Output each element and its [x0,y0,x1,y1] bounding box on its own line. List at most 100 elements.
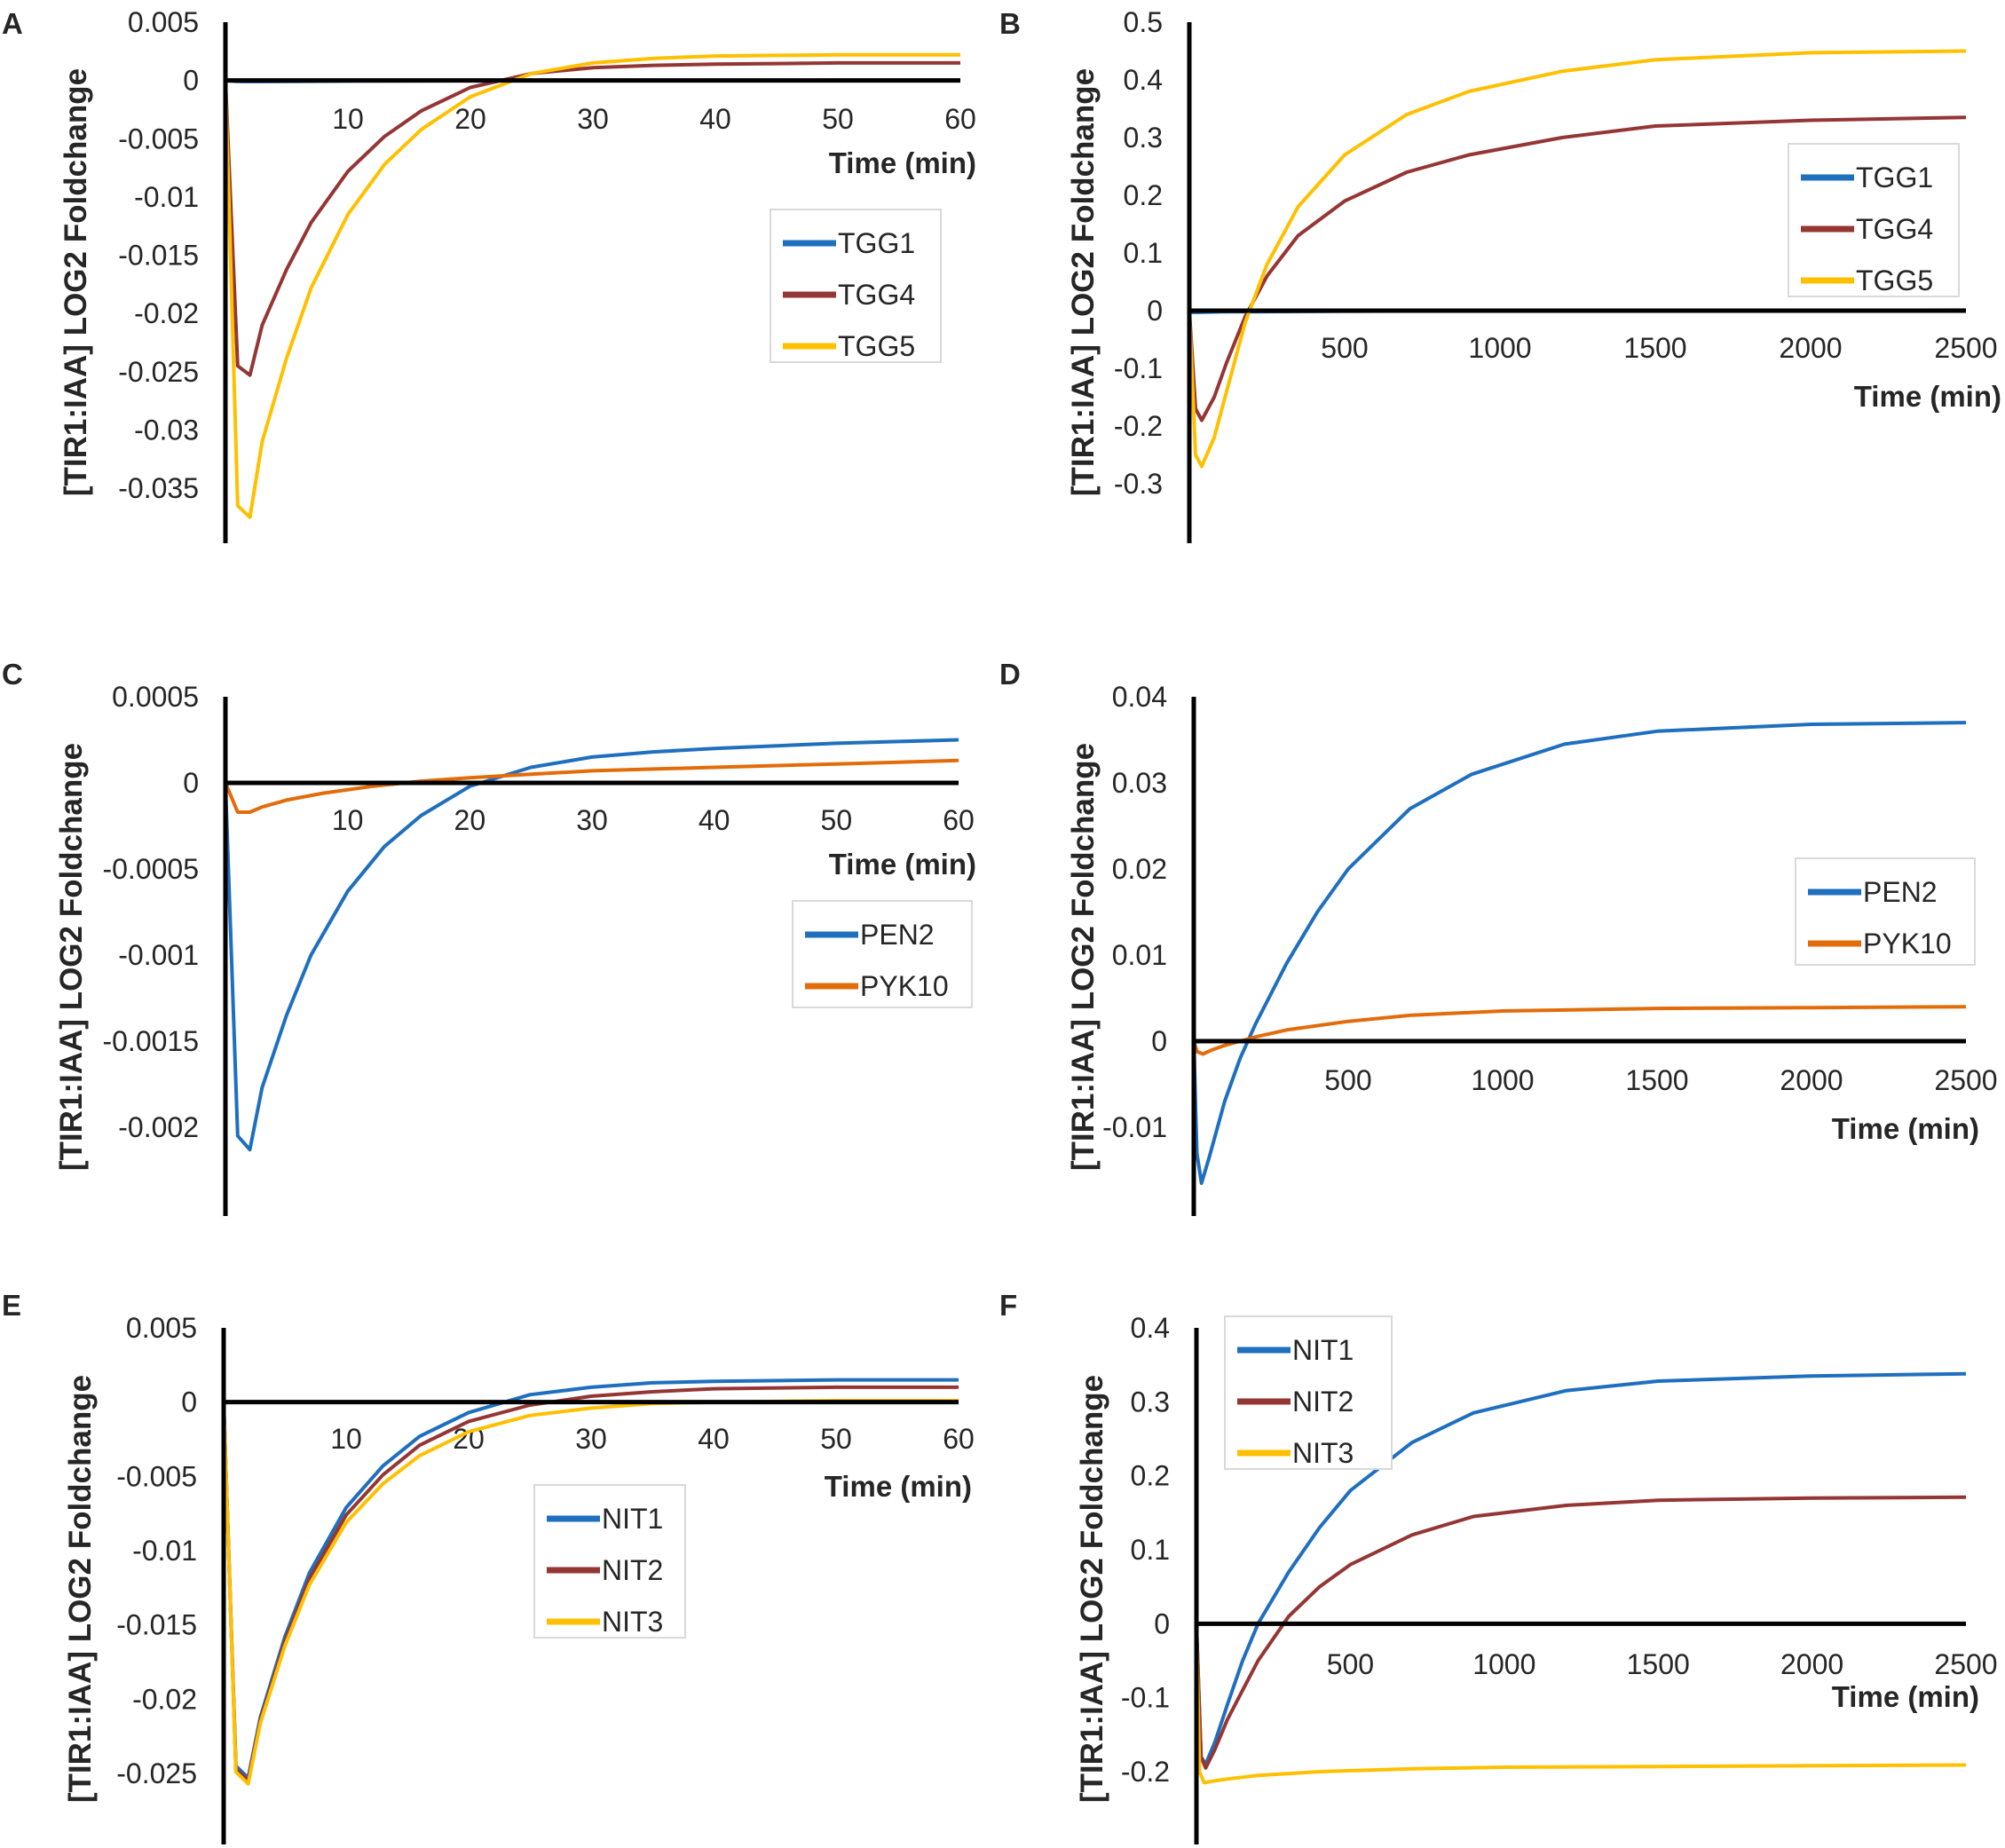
x-tick-label: 2000 [1780,1648,1843,1680]
y-axis-title: [TIR1:IAA] LOG2 Foldchange [1075,1375,1109,1803]
y-tick-label: -0.001 [118,939,199,971]
y-tick-label: -0.3 [1114,468,1163,500]
y-tick-label: -0.0015 [102,1025,199,1057]
y-tick-label: -0.015 [116,1609,197,1641]
x-tick-label: 10 [332,804,364,836]
x-tick-label: 1000 [1472,1648,1535,1680]
y-tick-label: 0.04 [1112,681,1167,713]
y-tick-label: -0.025 [116,1757,197,1789]
series-line-nit1 [1195,1371,1967,1766]
y-tick-label: 0.005 [126,1312,197,1344]
legend-box [1224,1315,1393,1470]
y-tick-label: 0 [1151,1025,1167,1057]
x-axis-title: Time (min) [829,146,976,179]
x-tick-label: 50 [822,103,854,135]
y-axis-title: [TIR1:IAA] LOG2 Foldchange [63,1375,98,1803]
x-tick-label: 20 [454,804,486,836]
legend-label-tgg4: TGG4 [1856,213,1933,245]
y-tick-label: -0.005 [116,1460,197,1492]
series-line-tgg4 [1188,115,1967,423]
y-tick-label: 0 [183,65,199,97]
x-axis-title: Time (min) [825,1470,972,1503]
x-tick-label: 40 [699,804,730,836]
series-line-pyk10 [1192,1005,1967,1056]
legend-label-nit1: NIT1 [1292,1334,1354,1366]
y-tick-label: -0.1 [1121,1682,1170,1714]
x-tick-label: 1500 [1623,332,1686,364]
y-tick-label: -0.02 [134,297,199,329]
legend-box [533,1484,686,1639]
y-tick-label: 0.005 [128,6,199,38]
y-tick-label: 0.1 [1124,237,1163,269]
chart-panel-d: D 0.04 0.03 0.02 0.01 0 -0.01 500 1000 1500 2000 25… [999,658,1998,1216]
legend: PEN2 PYK10 [1795,857,1976,966]
y-tick-label: -0.2 [1121,1756,1170,1788]
series-line-tgg4 [224,60,960,377]
x-tick-label: 500 [1327,1648,1374,1680]
legend-label-pyk10: PYK10 [860,970,949,1002]
panel-label-b: B [999,7,1021,40]
y-tick-label: -0.025 [118,356,199,388]
series-line-pen2 [224,738,959,1152]
legend-label-pen2: PEN2 [1863,876,1938,908]
series-line-tgg5 [1188,49,1967,469]
x-tick-label: 30 [577,103,609,135]
legend-box [770,209,942,363]
legend-label-tgg1: TGG1 [838,227,915,259]
x-tick-label: 1000 [1468,332,1531,364]
y-tick-label: -0.01 [1102,1111,1167,1143]
panel-label-c: C [2,658,23,691]
x-tick-label: 10 [332,103,364,135]
y-tick-label: 0.4 [1124,64,1163,96]
y-axis-title: [TIR1:IAA] LOG2 Foldchange [54,743,89,1171]
panel-label-e: E [2,1289,21,1322]
legend-label-pen2: PEN2 [860,919,935,951]
legend-label-tgg1: TGG1 [1856,162,1933,193]
series-line-nit3 [1195,1623,1967,1785]
legend-label-pyk10: PYK10 [1863,928,1952,960]
y-tick-label: 0.2 [1131,1460,1170,1492]
chart-panel-c: C 0.0005 0 -0.0005 -0.001 -0.0015 -0.002 10 20 30… [2,658,976,1216]
x-tick-label: 40 [699,103,731,135]
y-tick-label: 0.01 [1112,939,1167,971]
x-axis-title: Time (min) [1832,1680,1979,1713]
x-axis-title: Time (min) [1832,1112,1979,1145]
y-tick-label: 0.3 [1124,122,1163,154]
y-tick-label: 0.1 [1131,1534,1170,1566]
y-tick-label: -0.0005 [102,853,199,885]
x-tick-label: 2500 [1934,1648,1997,1680]
x-tick-label: 50 [821,804,853,836]
x-tick-label: 1500 [1625,1064,1688,1096]
y-tick-label: -0.02 [132,1683,197,1715]
y-tick-label: 0 [183,767,199,799]
legend-label-nit1: NIT1 [602,1503,663,1535]
y-tick-label: 0 [1147,295,1163,327]
x-tick-label: 60 [943,804,975,836]
x-axis-title: Time (min) [1854,380,2001,413]
series-line-nit2 [1195,1495,1967,1770]
y-axis-title: [TIR1:IAA] LOG2 Foldchange [59,68,93,496]
legend: NIT1 NIT2 NIT3 [1224,1315,1393,1470]
chart-panel-f: F 0.4 0.3 0.2 0.1 0 -0.1 -0.2 500 1000 1500 2000 250… [999,1289,1998,1844]
legend: TGG1 TGG4 TGG5 [770,209,942,363]
y-tick-label: -0.03 [134,414,199,446]
x-axis-title: Time (min) [829,848,976,881]
y-tick-label: 0.2 [1124,179,1163,211]
y-tick-label: -0.005 [118,122,199,154]
legend-label-nit3: NIT3 [1292,1437,1354,1469]
y-tick-label: 0.3 [1131,1386,1170,1418]
legend-box [1795,857,1976,966]
legend-label-tgg5: TGG5 [1856,265,1933,296]
chart-panel-a: A 0.005 0 -0.005 -0.01 -0.015 -0.02 -0.025 -0.03… [2,6,976,543]
y-tick-label: 0.5 [1124,6,1163,38]
legend-label-nit2: NIT2 [1292,1386,1354,1418]
x-tick-label: 50 [820,1423,852,1455]
x-tick-label: 40 [698,1423,730,1455]
y-tick-label: -0.1 [1114,352,1163,384]
y-tick-label: -0.01 [134,181,199,213]
y-axis-title: [TIR1:IAA] LOG2 Foldchange [1066,743,1101,1171]
y-tick-label: -0.002 [118,1111,199,1143]
x-tick-label: 2500 [1934,1064,1997,1096]
